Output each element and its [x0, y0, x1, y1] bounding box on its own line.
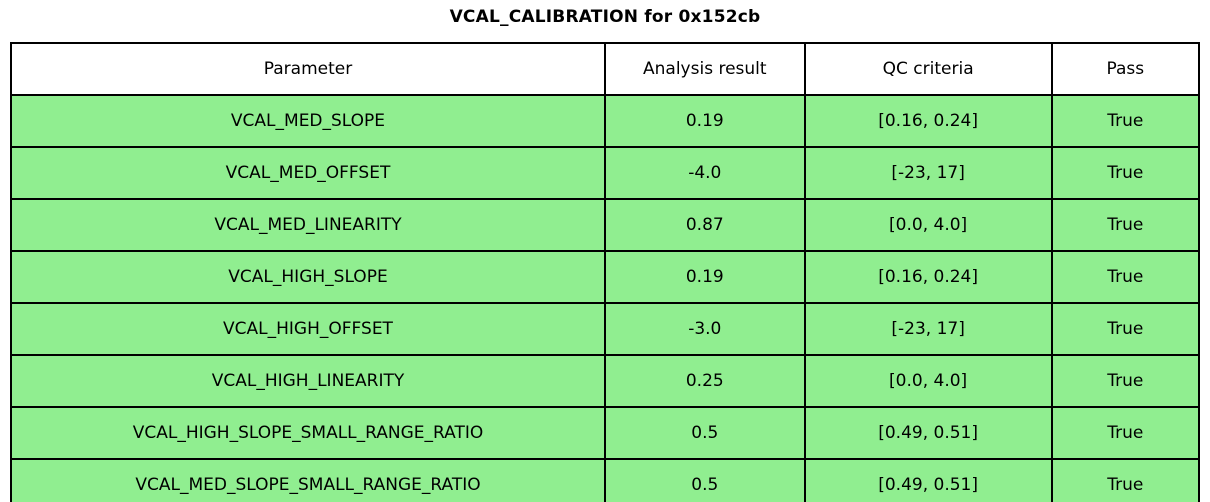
cell-qc-criteria: [0.49, 0.51] [803, 406, 1053, 460]
cell-analysis-result: 0.25 [604, 354, 806, 408]
cell-pass: True [1050, 198, 1201, 252]
cell-qc-criteria: [0.16, 0.24] [803, 250, 1053, 304]
header-qc-criteria: QC criteria [803, 42, 1053, 96]
table-row: VCAL_MED_OFFSET -4.0 [-23, 17] True [10, 146, 1201, 200]
cell-parameter: VCAL_MED_SLOPE [10, 94, 606, 148]
cell-analysis-result: -4.0 [604, 146, 806, 200]
cell-qc-criteria: [-23, 17] [803, 302, 1053, 356]
cell-parameter: VCAL_HIGH_SLOPE [10, 250, 606, 304]
header-analysis-result: Analysis result [604, 42, 806, 96]
cell-qc-criteria: [0.49, 0.51] [803, 458, 1053, 502]
table-row: VCAL_HIGH_SLOPE_SMALL_RANGE_RATIO 0.5 [0… [10, 406, 1201, 460]
page-title: VCAL_CALIBRATION for 0x152cb [449, 7, 761, 27]
table-row: VCAL_HIGH_LINEARITY 0.25 [0.0, 4.0] True [10, 354, 1201, 408]
cell-parameter: VCAL_MED_OFFSET [10, 146, 606, 200]
table-row: VCAL_MED_SLOPE 0.19 [0.16, 0.24] True [10, 94, 1201, 148]
qc-results-table: Parameter Analysis result QC criteria Pa… [10, 42, 1201, 502]
cell-pass: True [1050, 146, 1201, 200]
cell-analysis-result: -3.0 [604, 302, 806, 356]
cell-qc-criteria: [0.0, 4.0] [803, 354, 1053, 408]
cell-pass: True [1050, 354, 1201, 408]
table-row: VCAL_MED_LINEARITY 0.87 [0.0, 4.0] True [10, 198, 1201, 252]
cell-pass: True [1050, 94, 1201, 148]
cell-analysis-result: 0.5 [604, 458, 806, 502]
cell-qc-criteria: [0.16, 0.24] [803, 94, 1053, 148]
table-row: VCAL_HIGH_OFFSET -3.0 [-23, 17] True [10, 302, 1201, 356]
cell-analysis-result: 0.5 [604, 406, 806, 460]
cell-parameter: VCAL_MED_SLOPE_SMALL_RANGE_RATIO [10, 458, 606, 502]
header-parameter: Parameter [10, 42, 606, 96]
cell-parameter: VCAL_HIGH_OFFSET [10, 302, 606, 356]
cell-analysis-result: 0.19 [604, 94, 806, 148]
cell-qc-criteria: [0.0, 4.0] [803, 198, 1053, 252]
table-header-row: Parameter Analysis result QC criteria Pa… [10, 42, 1201, 96]
cell-pass: True [1050, 250, 1201, 304]
cell-parameter: VCAL_HIGH_LINEARITY [10, 354, 606, 408]
cell-qc-criteria: [-23, 17] [803, 146, 1053, 200]
cell-parameter: VCAL_MED_LINEARITY [10, 198, 606, 252]
header-pass: Pass [1050, 42, 1201, 96]
cell-pass: True [1050, 458, 1201, 502]
cell-parameter: VCAL_HIGH_SLOPE_SMALL_RANGE_RATIO [10, 406, 606, 460]
cell-pass: True [1050, 302, 1201, 356]
table-row: VCAL_HIGH_SLOPE 0.19 [0.16, 0.24] True [10, 250, 1201, 304]
cell-pass: True [1050, 406, 1201, 460]
cell-analysis-result: 0.87 [604, 198, 806, 252]
cell-analysis-result: 0.19 [604, 250, 806, 304]
table-row: VCAL_MED_SLOPE_SMALL_RANGE_RATIO 0.5 [0.… [10, 458, 1201, 502]
